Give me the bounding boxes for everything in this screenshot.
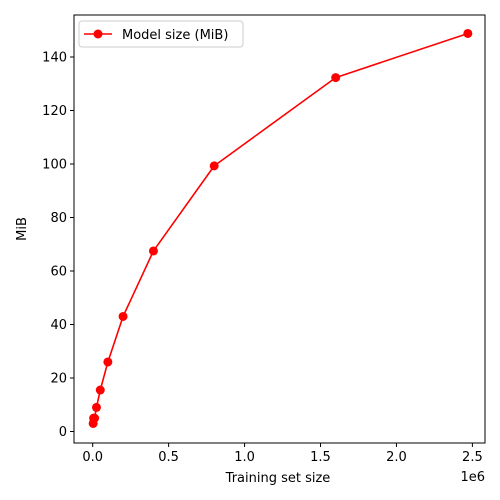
plot-frame [73,14,486,444]
data-point [103,357,113,367]
x-tick-label: 2.0 [386,450,407,465]
data-point [95,385,105,395]
y-tick-label: 140 [42,50,67,65]
y-tick-label: 40 [50,318,67,333]
y-tick-label: 80 [50,211,67,226]
x-tick-label: 2.5 [462,450,483,465]
y-axis-ticks: 0 20 40 60 80 100 120 140 [42,50,74,440]
x-tick-label: 0.5 [158,450,179,465]
y-tick-label: 20 [50,371,67,386]
data-point [118,311,128,321]
y-tick-label: 0 [59,425,67,440]
data-point [148,246,158,256]
data-point [90,413,100,423]
legend-label: Model size (MiB) [122,28,228,43]
y-axis-label: MiB [15,217,30,241]
x-tick-label: 1.0 [234,450,255,465]
x-tick-label: 1.5 [310,450,331,465]
legend-box [78,20,244,48]
y-tick-label: 120 [42,104,67,119]
series-layer [88,28,473,428]
data-point [463,28,473,38]
data-point [91,402,101,412]
x-axis-offset-label: 1e6 [460,470,485,485]
data-point [209,161,219,171]
x-tick-label: 0.0 [82,450,103,465]
legend-marker-swatch [93,29,103,39]
data-point [331,73,341,83]
x-axis-ticks: 0.0 0.5 1.0 1.5 2.0 2.5 [82,443,483,465]
x-axis-label: Training set size [225,471,331,486]
y-tick-label: 100 [42,157,67,172]
legend: Model size (MiB) [78,20,244,48]
y-tick-label: 60 [50,264,67,279]
